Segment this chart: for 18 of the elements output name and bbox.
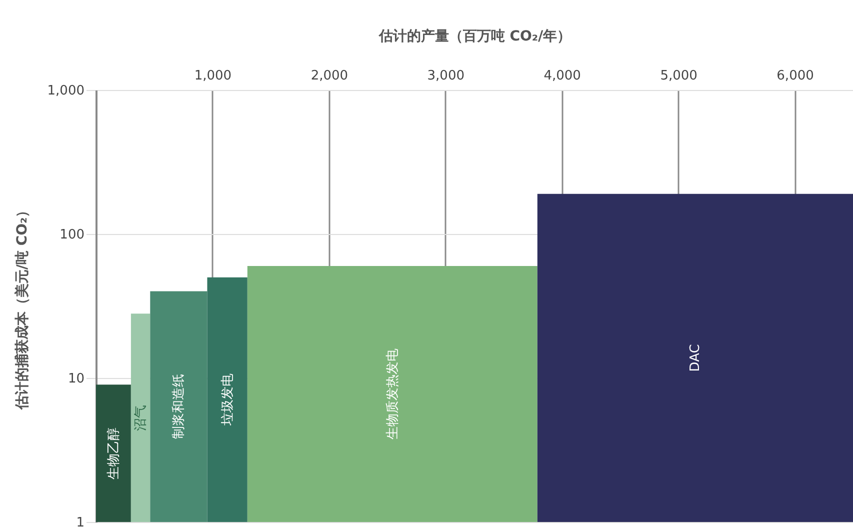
category-label: 生物质发热发电 [385,348,400,440]
x-axis-title: 估计的产量（百万吨 CO₂/年） [378,28,572,44]
category-label: DAC [688,344,704,372]
y-tick-label: 100 [60,228,84,242]
category-label: 制浆和造纸 [172,374,187,440]
y-axis-title: 估计的捕获成本（美元/吨 CO₂） [13,203,30,411]
category-label: 沼气 [134,404,149,431]
category-label: 生物乙醇 [106,427,122,480]
x-tick-label: 4,000 [544,68,581,84]
x-tick-label: 2,000 [310,68,348,84]
x-tick-label: 1,000 [194,68,232,84]
x-tick-label: 5,000 [660,68,698,84]
category-label: 垃圾发电 [220,374,236,426]
y-tick-label: 1,000 [47,84,84,98]
y-tick-label: 1 [76,516,84,530]
y-tick-label: 10 [68,372,84,386]
x-tick-label: 6,000 [776,68,814,84]
x-tick-label: 3,000 [427,68,464,84]
